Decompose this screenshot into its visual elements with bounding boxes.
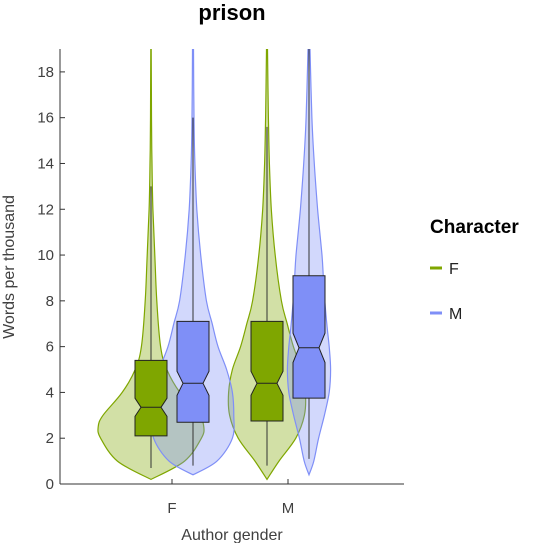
x-axis-label: Author gender [181, 527, 283, 543]
y-tick-label-6: 6 [46, 339, 54, 356]
y-tick-label-18: 18 [37, 64, 54, 81]
y-tick-label-4: 4 [46, 384, 54, 401]
box-F-F [134, 359, 168, 437]
y-axis-label: Words per thousand [1, 195, 18, 339]
legend-label-F: F [449, 261, 459, 278]
y-tick-label-0: 0 [46, 476, 54, 493]
y-tick-label-12: 12 [37, 201, 54, 218]
y-tick-label-8: 8 [46, 293, 54, 310]
axes: 0 2 4 6 8 10 12 14 16 18 F M [37, 49, 404, 517]
chart-title: prison [198, 0, 265, 25]
box-M-M [292, 275, 326, 399]
box-M-F [176, 320, 210, 423]
box-layer [134, 49, 326, 468]
x-tick-label-M: M [282, 500, 295, 517]
y-tick-label-14: 14 [37, 155, 54, 172]
y-tick-label-2: 2 [46, 430, 54, 447]
box-F-M [250, 320, 284, 422]
legend-title: Character [430, 217, 519, 238]
legend-label-M: M [449, 306, 462, 323]
violin-layer [97, 49, 332, 481]
y-tick-label-10: 10 [37, 247, 54, 264]
y-tick-label-16: 16 [37, 110, 54, 127]
legend: Character F M [430, 217, 519, 323]
x-tick-label-F: F [167, 500, 176, 517]
